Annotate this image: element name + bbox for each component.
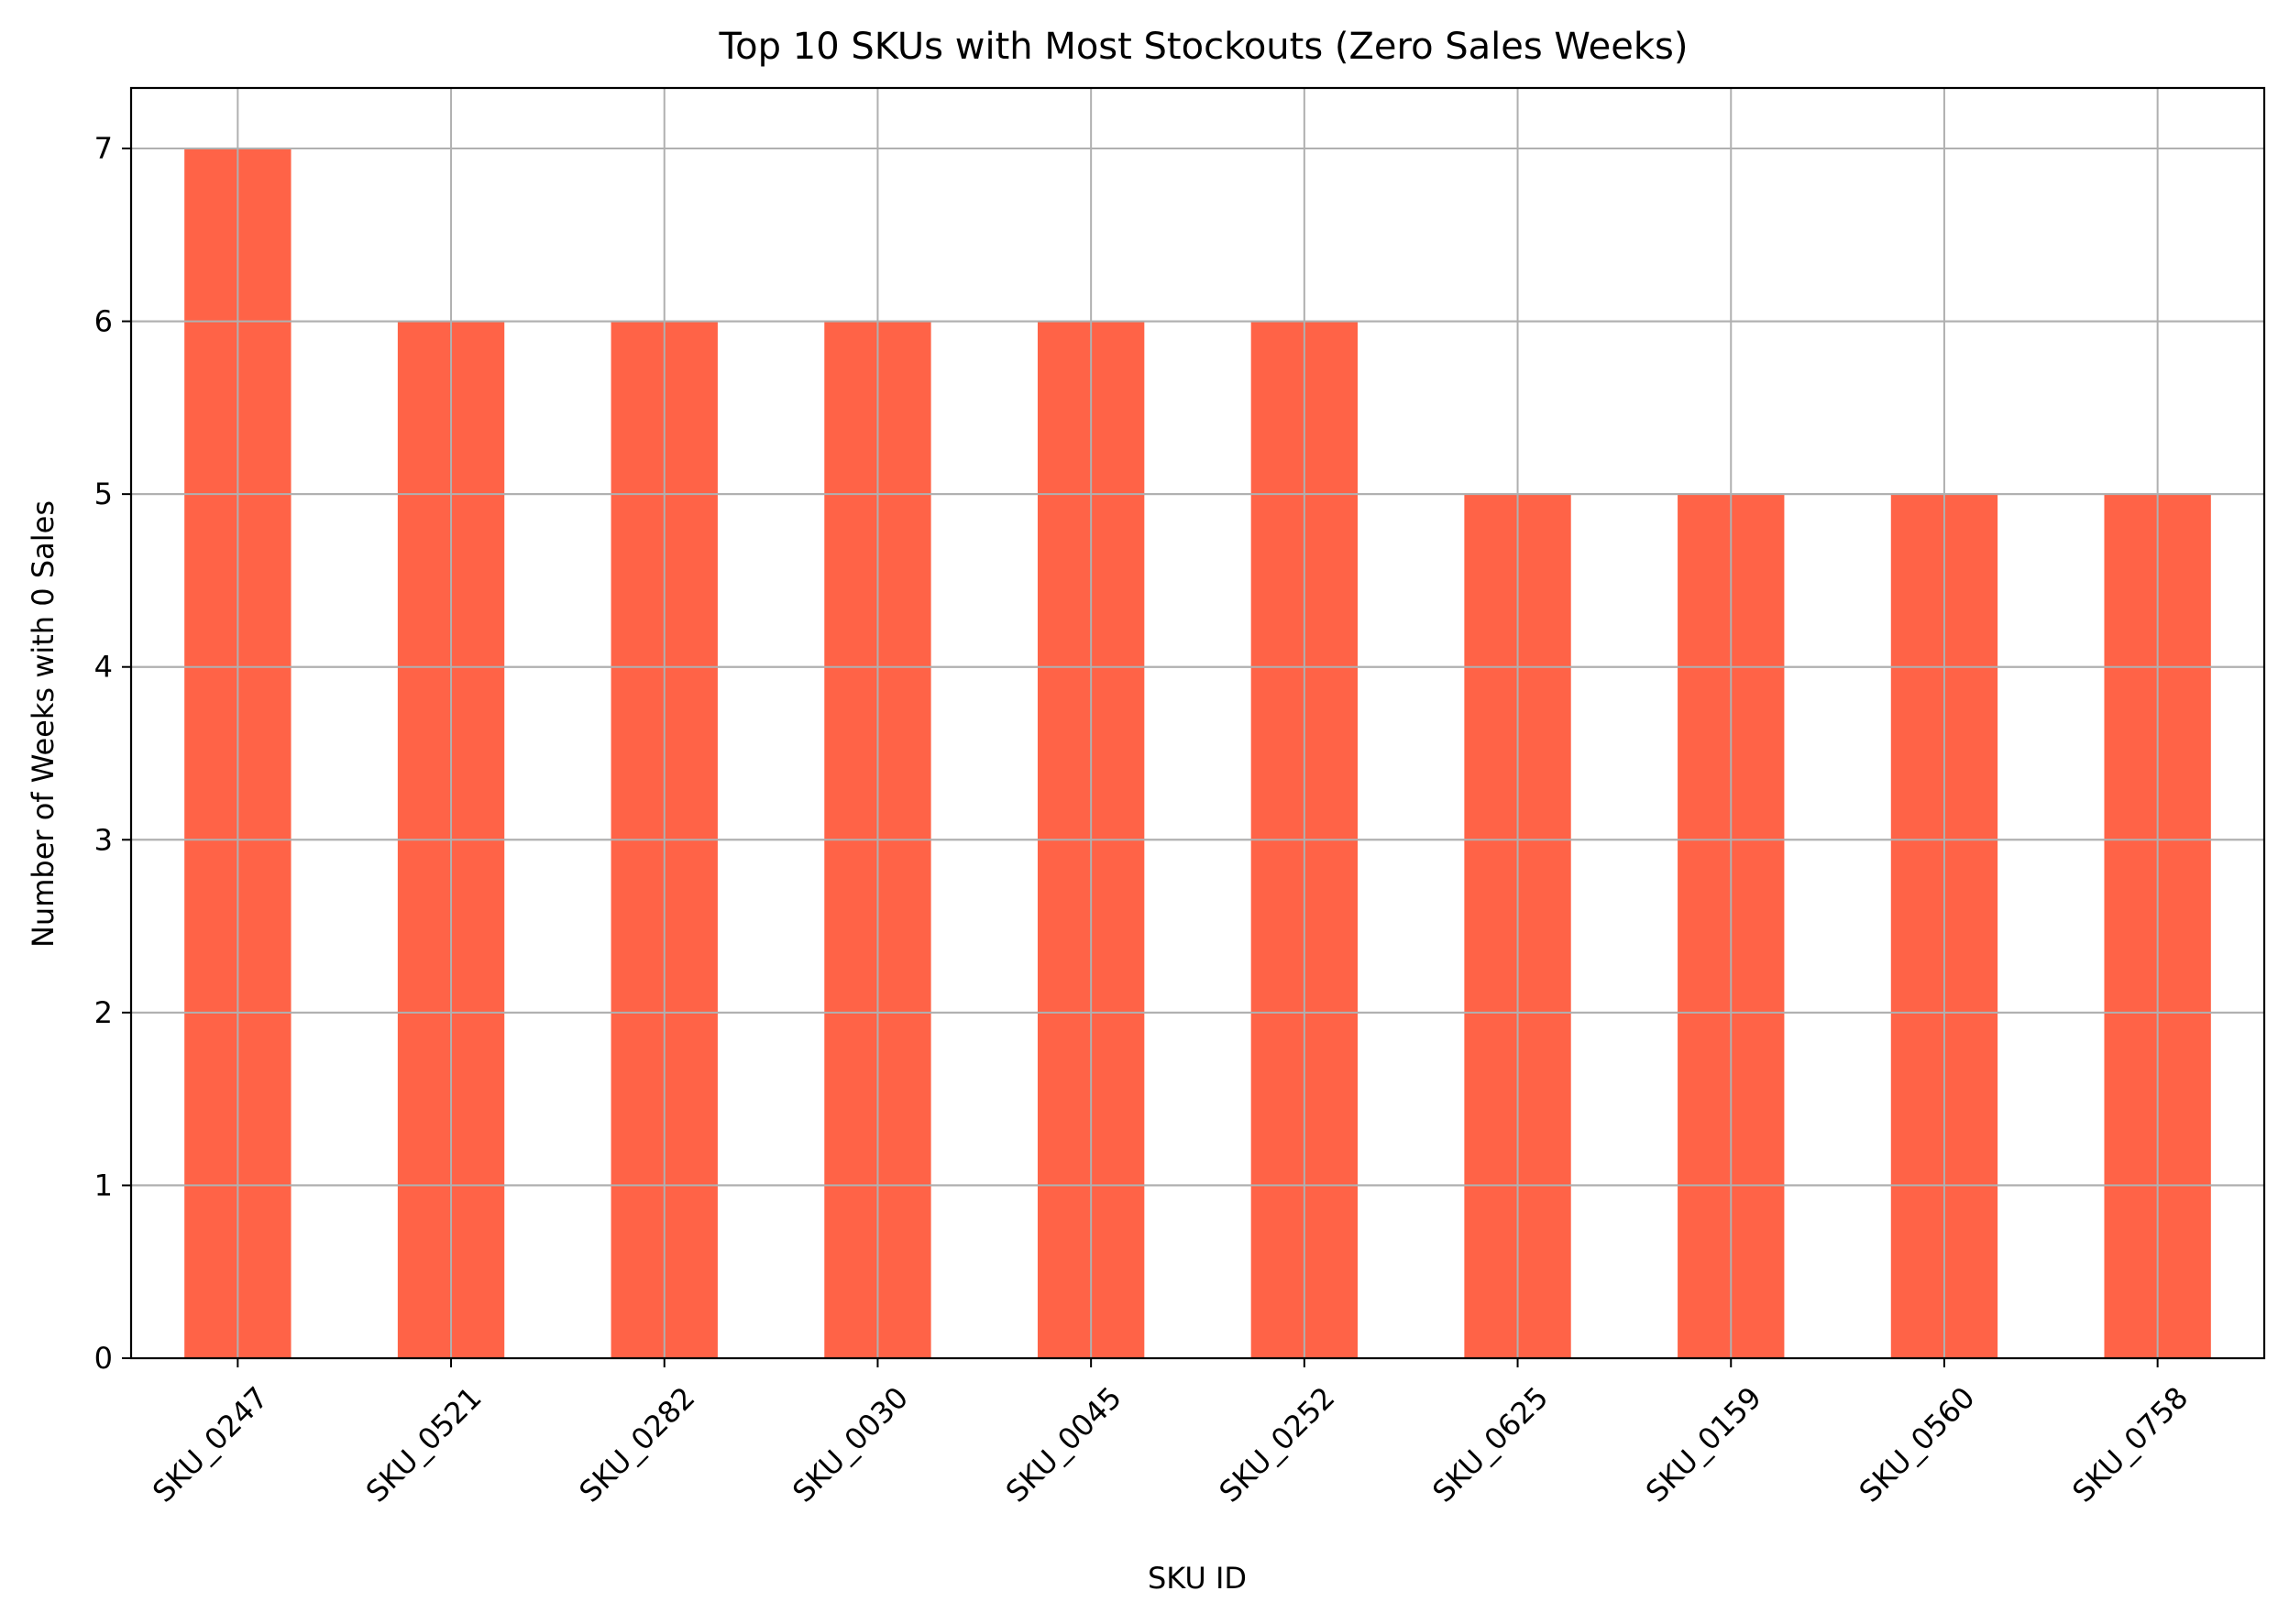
x-tick-label: SKU_0758: [2065, 1380, 2195, 1509]
x-axis-ticks: SKU_0247 SKU_0521 SKU_0282 SKU_0030 SKU_0045…: [146, 1358, 2195, 1509]
y-tick-label: 0: [94, 1341, 113, 1376]
y-tick-label: 7: [94, 131, 113, 166]
x-tick-label: SKU_0521: [359, 1380, 489, 1509]
y-axis-label: Number of Weeks with 0 Sales: [26, 500, 61, 948]
plot-frame: [129, 86, 2266, 1360]
x-tick-label: SKU_0625: [1425, 1380, 1555, 1509]
x-axis-label: SKU ID: [1148, 1561, 1247, 1596]
y-axis-ticks: 0 1 2 3 4 5 6 7: [94, 131, 131, 1376]
x-tick-label: SKU_0030: [786, 1380, 915, 1509]
y-tick-label: 5: [94, 477, 113, 511]
x-tick-label: SKU_0282: [572, 1380, 701, 1509]
y-tick-label: 1: [94, 1168, 113, 1202]
x-tick-label: SKU_0560: [1853, 1380, 1982, 1509]
x-tick-label: SKU_0247: [146, 1380, 275, 1509]
chart-title: Top 10 SKUs with Most Stockouts (Zero Sa…: [719, 26, 1689, 68]
x-tick-label: SKU_0045: [999, 1380, 1128, 1509]
y-tick-label: 3: [94, 822, 113, 857]
y-tick-label: 2: [94, 995, 113, 1030]
bars: [184, 148, 2211, 1359]
y-tick-label: 6: [94, 304, 113, 339]
x-tick-label: SKU_0252: [1213, 1380, 1342, 1509]
x-tick-label: SKU_0159: [1639, 1380, 1768, 1509]
vertical-grid-lines: [131, 88, 2264, 1359]
y-tick-label: 4: [94, 650, 113, 685]
